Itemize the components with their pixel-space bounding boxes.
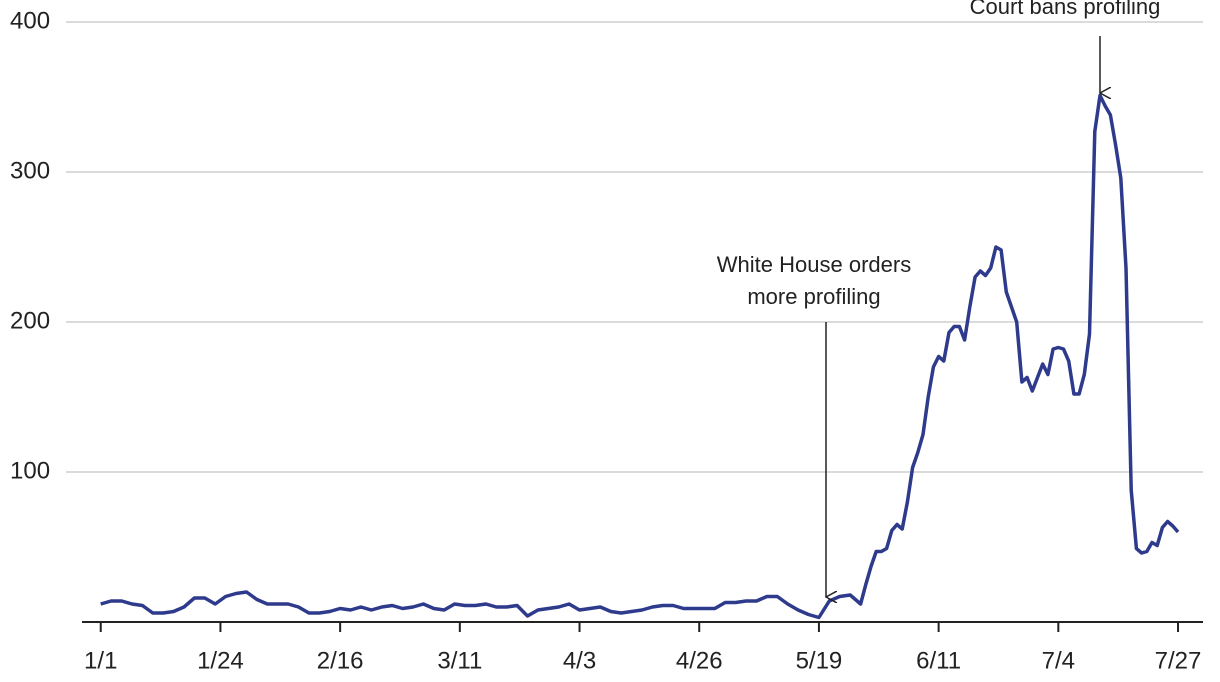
x-tick-label: 6/11 (916, 647, 961, 674)
x-tick-label: 7/4 (1042, 647, 1075, 674)
annotation: more profiling (747, 284, 880, 309)
annotation: Court bans profiling (970, 0, 1161, 19)
y-tick-label: 200 (10, 307, 50, 334)
x-tick-label: 5/19 (796, 647, 843, 674)
y-tick-label: 400 (10, 7, 50, 34)
x-tick-label: 2/16 (317, 647, 364, 674)
x-tick-label: 4/3 (563, 647, 596, 674)
y-tick-label: 300 (10, 157, 50, 184)
x-tick-label: 1/24 (197, 647, 244, 674)
x-tick-label: 3/11 (437, 647, 482, 674)
x-tick-label: 7/27 (1155, 647, 1202, 674)
annotation: White House orders (717, 252, 911, 277)
x-tick-label: 4/26 (676, 647, 723, 674)
line (100, 93, 1180, 620)
y-tick-label: 100 (10, 457, 50, 484)
x-tick-label: 1/1 (84, 647, 117, 674)
